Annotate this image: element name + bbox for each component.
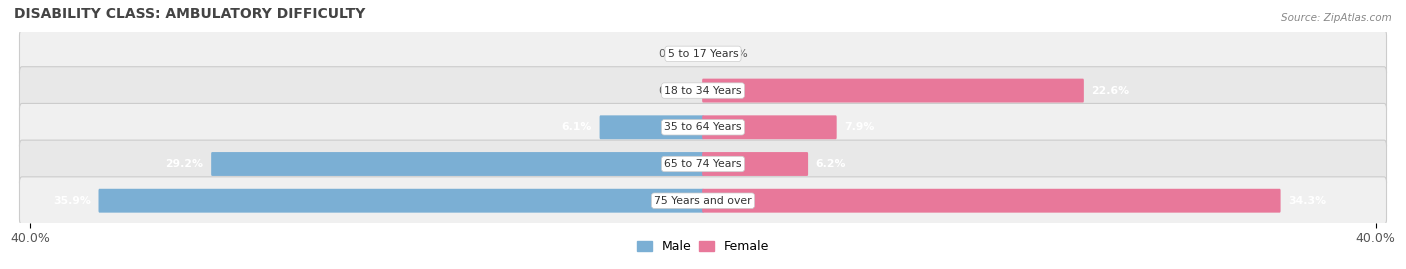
Text: 5 to 17 Years: 5 to 17 Years [668,49,738,59]
Legend: Male, Female: Male, Female [631,235,775,259]
Text: 0.0%: 0.0% [720,49,748,59]
Text: 0.0%: 0.0% [658,86,686,95]
Text: 0.0%: 0.0% [658,49,686,59]
FancyBboxPatch shape [20,67,1386,114]
Text: 35 to 64 Years: 35 to 64 Years [664,122,742,132]
Text: 7.9%: 7.9% [844,122,875,132]
Text: 75 Years and over: 75 Years and over [654,196,752,206]
Text: 35.9%: 35.9% [53,196,91,206]
Text: 22.6%: 22.6% [1091,86,1129,95]
FancyBboxPatch shape [599,115,704,139]
FancyBboxPatch shape [98,189,704,213]
Text: 65 to 74 Years: 65 to 74 Years [664,159,742,169]
FancyBboxPatch shape [702,115,837,139]
FancyBboxPatch shape [702,152,808,176]
FancyBboxPatch shape [702,189,1281,213]
Text: 6.2%: 6.2% [815,159,846,169]
FancyBboxPatch shape [211,152,704,176]
FancyBboxPatch shape [20,30,1386,78]
FancyBboxPatch shape [20,103,1386,151]
Text: Source: ZipAtlas.com: Source: ZipAtlas.com [1281,13,1392,23]
FancyBboxPatch shape [702,79,1084,102]
Text: 34.3%: 34.3% [1288,196,1326,206]
Text: 29.2%: 29.2% [166,159,204,169]
Text: 18 to 34 Years: 18 to 34 Years [664,86,742,95]
Text: 6.1%: 6.1% [561,122,592,132]
FancyBboxPatch shape [20,140,1386,188]
Text: DISABILITY CLASS: AMBULATORY DIFFICULTY: DISABILITY CLASS: AMBULATORY DIFFICULTY [14,7,366,21]
FancyBboxPatch shape [20,177,1386,225]
